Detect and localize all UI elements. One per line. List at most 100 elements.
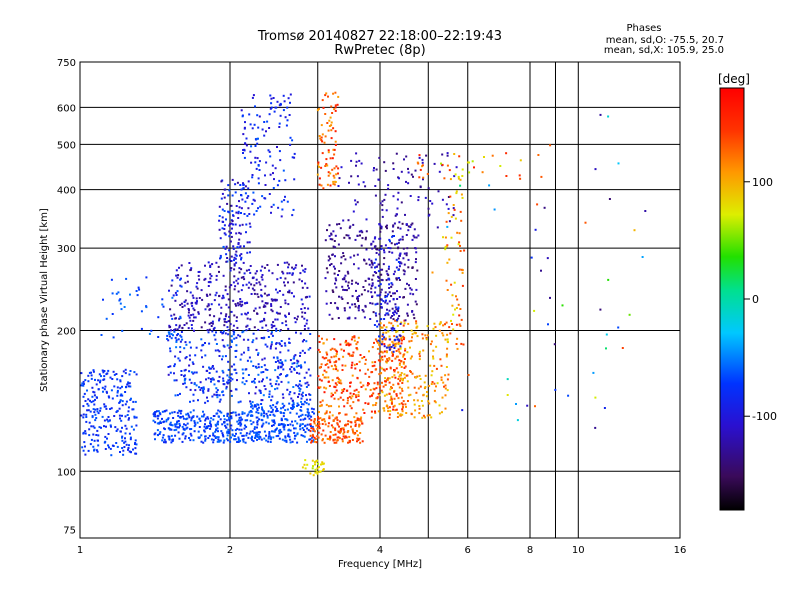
data-point xyxy=(173,411,176,414)
data-point xyxy=(236,420,239,423)
data-point xyxy=(159,420,162,423)
data-point xyxy=(192,296,195,299)
data-point xyxy=(361,237,364,240)
data-point xyxy=(343,307,346,310)
data-point xyxy=(266,414,269,417)
data-point xyxy=(381,338,384,341)
data-point xyxy=(461,271,464,274)
data-point xyxy=(395,308,398,311)
data-point xyxy=(150,329,153,332)
data-point xyxy=(352,401,355,404)
y-tick-label: 300 xyxy=(57,244,76,255)
data-point xyxy=(354,421,357,423)
data-point xyxy=(218,440,221,443)
data-point xyxy=(413,416,416,419)
data-point xyxy=(238,271,241,274)
data-point xyxy=(279,159,282,162)
data-point xyxy=(193,421,196,424)
data-point xyxy=(341,298,344,300)
data-point xyxy=(284,195,286,198)
data-point xyxy=(123,306,126,308)
data-point xyxy=(115,373,118,375)
data-point xyxy=(266,302,268,305)
data-point xyxy=(458,314,461,317)
data-point xyxy=(263,412,266,415)
data-point xyxy=(287,435,290,437)
data-point xyxy=(387,184,390,187)
data-point xyxy=(333,348,336,351)
data-point xyxy=(333,355,336,358)
data-point xyxy=(324,376,327,379)
data-point xyxy=(186,274,189,277)
data-point xyxy=(189,358,191,361)
data-point xyxy=(258,418,261,421)
data-point xyxy=(385,360,388,363)
data-point xyxy=(374,411,377,414)
data-point xyxy=(355,281,358,284)
data-point xyxy=(413,386,416,389)
data-point xyxy=(343,349,345,352)
data-point xyxy=(318,366,321,369)
data-point xyxy=(192,393,195,396)
data-point xyxy=(236,326,239,329)
data-point xyxy=(395,331,398,334)
data-point xyxy=(422,414,425,417)
data-point xyxy=(388,309,391,312)
data-point xyxy=(293,392,296,395)
data-point xyxy=(270,308,273,311)
data-point xyxy=(132,400,135,403)
data-point xyxy=(286,388,289,391)
data-point xyxy=(279,428,282,431)
data-point xyxy=(392,350,395,353)
data-point xyxy=(540,175,543,178)
data-point xyxy=(195,297,198,300)
data-point xyxy=(374,338,377,341)
data-point xyxy=(329,157,332,160)
data-point xyxy=(370,291,373,294)
data-point xyxy=(466,161,469,164)
data-point xyxy=(178,437,181,440)
data-point xyxy=(296,362,299,365)
data-point xyxy=(428,402,431,405)
data-point xyxy=(269,438,272,441)
data-point xyxy=(84,379,87,382)
data-point xyxy=(279,351,282,354)
data-point xyxy=(119,451,121,453)
data-point xyxy=(407,386,410,389)
data-point xyxy=(233,337,236,340)
data-point xyxy=(335,286,338,289)
data-point xyxy=(355,343,358,346)
data-point xyxy=(250,360,253,363)
data-point xyxy=(171,279,174,282)
data-point xyxy=(350,159,353,162)
data-point xyxy=(218,270,220,273)
data-point xyxy=(334,130,337,133)
data-point xyxy=(254,392,257,395)
data-point xyxy=(385,279,388,282)
data-point xyxy=(429,343,432,346)
data-point xyxy=(310,441,313,444)
data-point xyxy=(222,371,225,374)
data-point xyxy=(327,171,330,174)
data-point xyxy=(371,278,374,281)
data-point xyxy=(198,270,201,273)
data-point xyxy=(272,424,275,427)
data-point xyxy=(393,235,395,237)
data-point xyxy=(300,400,303,403)
data-point xyxy=(374,266,376,269)
data-point xyxy=(173,372,175,375)
data-point xyxy=(337,95,340,98)
data-point xyxy=(186,417,189,420)
data-point xyxy=(125,427,128,430)
data-point xyxy=(269,404,272,407)
data-point xyxy=(388,348,391,351)
data-point xyxy=(204,401,207,404)
data-point xyxy=(561,304,564,307)
data-point xyxy=(82,416,85,419)
data-point xyxy=(415,391,418,394)
data-point xyxy=(307,411,310,414)
data-point xyxy=(287,263,290,266)
data-point xyxy=(120,308,123,311)
data-point xyxy=(356,440,358,443)
data-point xyxy=(344,289,346,291)
